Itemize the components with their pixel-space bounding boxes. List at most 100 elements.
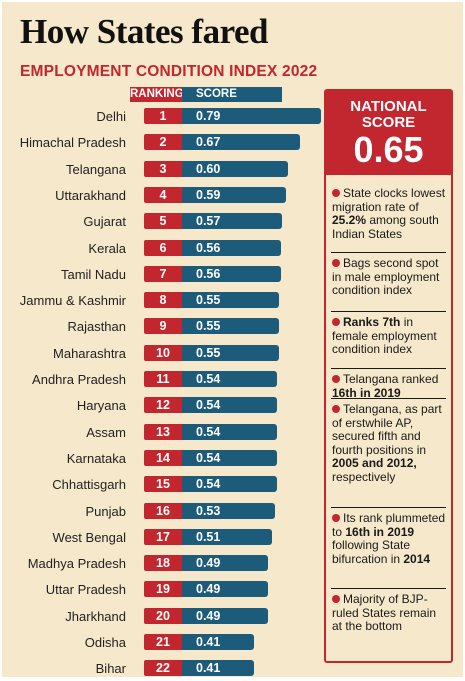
bullet-icon (332, 318, 340, 326)
note-text: 16th in 2019 (332, 385, 401, 400)
note-text: among south Indian States (332, 213, 439, 241)
bullet-icon (332, 375, 340, 383)
rank-badge: 22 (144, 660, 182, 676)
score-value-label: 0.49 (196, 582, 221, 596)
rank-badge: 2 (144, 134, 182, 150)
note-text: following State bifurcation in (332, 538, 411, 566)
note-item: Ranks 7th in female employment condition… (332, 315, 448, 357)
score-value-label: 0.41 (196, 661, 221, 675)
note-divider (331, 368, 446, 369)
score-bar (182, 529, 272, 545)
note-text: 25.2% (332, 213, 367, 227)
note-item: Majority of BJP-ruled States remain at t… (332, 592, 448, 634)
score-bar (182, 608, 268, 624)
note-text: Telangana, as part of erstwhile AP, secu… (332, 402, 442, 457)
state-label: Karnataka (66, 451, 126, 466)
rank-badge: 14 (144, 450, 182, 466)
state-label: Assam (86, 425, 126, 440)
score-bar (182, 424, 277, 440)
score-value-label: 0.54 (196, 477, 221, 491)
score-value-label: 0.59 (196, 188, 221, 202)
score-value-label: 0.54 (196, 398, 221, 412)
score-bar (182, 581, 268, 597)
state-label: Madhya Pradesh (27, 556, 126, 571)
score-bar (182, 187, 286, 203)
score-value-label: 0.49 (196, 609, 221, 623)
score-bar (182, 134, 300, 150)
score-bar (182, 318, 279, 334)
highlights-panel: NATIONAL SCORE 0.65 State clocks lowest … (324, 89, 453, 663)
score-value-label: 0.67 (196, 135, 221, 149)
rank-badge: 16 (144, 503, 182, 519)
score-bar (182, 450, 277, 466)
score-bar (182, 240, 281, 256)
rank-badge: 5 (144, 213, 182, 229)
ranking-header: RANKING (130, 87, 184, 102)
note-text: in female employment condition index (332, 315, 437, 356)
score-bar (182, 634, 254, 650)
score-bar (182, 108, 321, 124)
bullet-icon (332, 259, 340, 267)
note-text: respectively (332, 469, 396, 484)
note-text: Telangana ranked (343, 372, 439, 386)
rank-badge: 15 (144, 476, 182, 492)
state-label: Delhi (96, 109, 126, 124)
state-label: Jharkhand (65, 609, 126, 624)
note-item: Its rank plummeted to 16th in 2019 follo… (332, 511, 448, 566)
rank-badge: 10 (144, 345, 182, 361)
score-value-label: 0.60 (196, 162, 221, 176)
rank-badge: 1 (144, 108, 182, 124)
state-label: Telangana (66, 162, 126, 177)
chart-subtitle: EMPLOYMENT CONDITION INDEX 2022 (20, 63, 318, 80)
state-label: Bihar (95, 661, 126, 676)
score-bar (182, 476, 277, 492)
score-value-label: 0.55 (196, 319, 221, 333)
score-value-label: 0.53 (196, 504, 221, 518)
score-value-label: 0.56 (196, 267, 221, 281)
national-score-label: NATIONAL SCORE (326, 99, 451, 131)
state-label: Punjab (85, 504, 126, 519)
rank-badge: 19 (144, 581, 182, 597)
national-score-value: 0.65 (353, 129, 424, 170)
rank-badge: 12 (144, 397, 182, 413)
score-value-label: 0.54 (196, 425, 221, 439)
score-value-label: 0.54 (196, 451, 221, 465)
score-bar (182, 292, 279, 308)
score-value-label: 0.79 (196, 109, 221, 123)
score-value-label: 0.55 (196, 293, 221, 307)
score-bar (182, 397, 277, 413)
bullet-icon (332, 514, 340, 522)
state-label: Gujarat (83, 214, 126, 229)
score-value-label: 0.57 (196, 214, 221, 228)
rank-badge: 21 (144, 634, 182, 650)
rank-badge: 8 (144, 292, 182, 308)
note-item: Telangana, as part of erstwhile AP, secu… (332, 402, 448, 484)
rank-badge: 17 (144, 529, 182, 545)
score-bar (182, 213, 282, 229)
note-text: 16th in 2019 (345, 524, 415, 539)
score-bar (182, 266, 281, 282)
score-value-label: 0.41 (196, 635, 221, 649)
score-bar (182, 161, 288, 177)
note-text: Majority of BJP-ruled States remain at t… (332, 592, 437, 633)
national-label-line2: SCORE (361, 114, 416, 131)
state-label: Maharashtra (53, 346, 126, 361)
score-value-label: 0.51 (196, 530, 221, 544)
note-text: Ranks 7th (343, 315, 401, 329)
rank-badge: 11 (144, 371, 182, 387)
state-label: Himachal Pradesh (19, 135, 126, 150)
score-value-label: 0.49 (196, 556, 221, 570)
state-label: Chhattisgarh (52, 477, 126, 492)
rank-badge: 13 (144, 424, 182, 440)
state-label: Haryana (76, 398, 126, 413)
page-title: How States fared (20, 12, 269, 51)
state-label: Uttarakhand (55, 188, 126, 203)
note-divider (331, 252, 446, 253)
state-label: Tamil Nadu (60, 267, 126, 282)
rank-badge: 7 (144, 266, 182, 282)
note-divider (331, 311, 446, 312)
score-bar (182, 555, 268, 571)
note-text: Bags second spot in male employment cond… (332, 256, 440, 297)
national-label-line1: NATIONAL (350, 98, 427, 115)
